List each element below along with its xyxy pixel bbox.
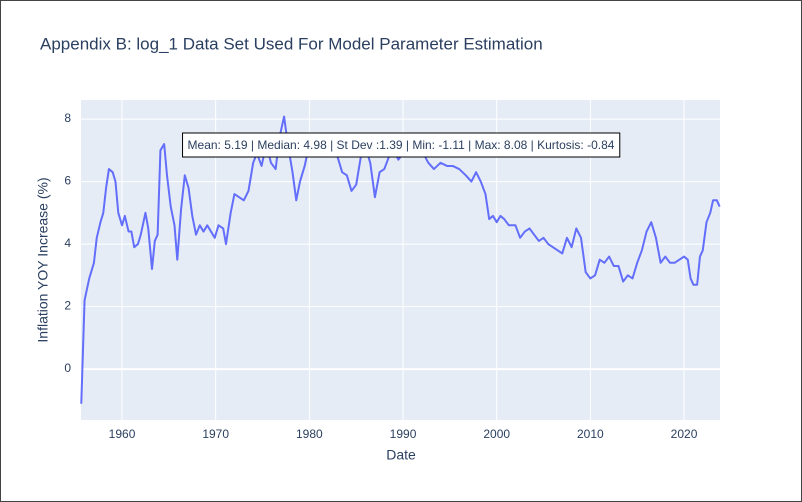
x-tick-label: 2010: [577, 427, 604, 441]
y-tick-label: 8: [64, 111, 71, 125]
y-tick-label: 0: [64, 361, 71, 375]
x-tick-label: 2000: [483, 427, 510, 441]
y-axis-title: Inflation YOY Increase (%): [35, 177, 51, 342]
annotation-box: [182, 132, 621, 158]
x-tick-label: 1970: [202, 427, 229, 441]
x-tick-label: 1980: [296, 427, 323, 441]
y-tick-label: 6: [64, 174, 71, 188]
y-tick-label: 2: [64, 299, 71, 313]
annotation: Mean: 5.19 | Median: 4.98 | St Dev :1.39…: [188, 138, 615, 152]
y-tick-label: 4: [64, 236, 71, 250]
x-tick-label: 2020: [671, 427, 698, 441]
x-tick-label: 1990: [390, 427, 417, 441]
data-line: [80, 115, 721, 404]
x-tick-label: 1960: [109, 427, 136, 441]
x-axis-title: Date: [386, 447, 416, 463]
chart-title: Appendix B: log_1 Data Set Used For Mode…: [40, 34, 543, 53]
